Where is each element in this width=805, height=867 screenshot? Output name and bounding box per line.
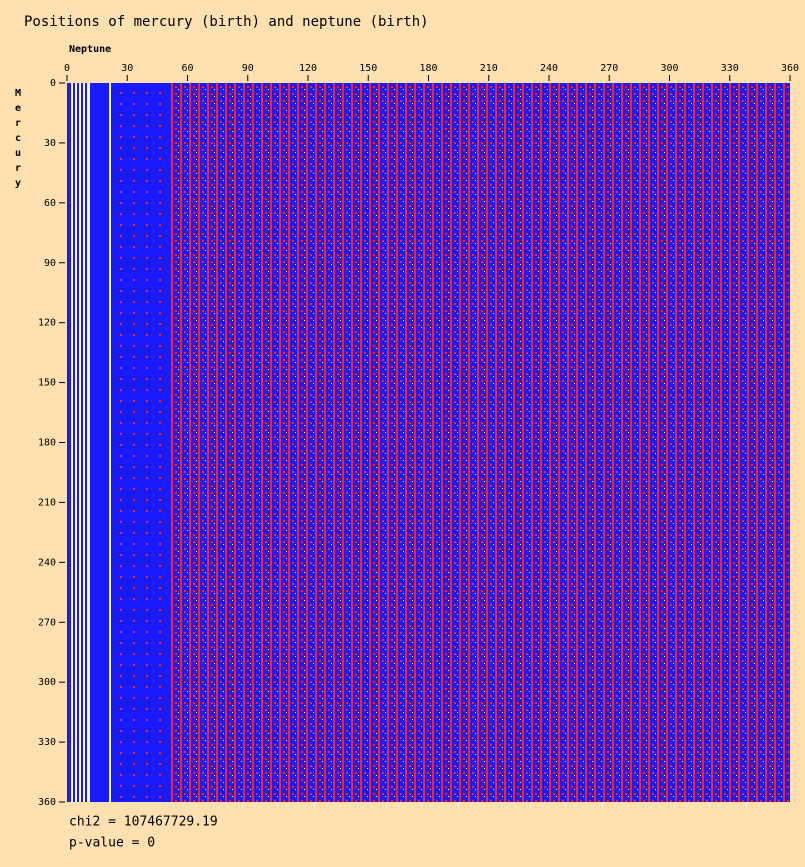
x-tick-label: 30	[121, 63, 133, 74]
y-axis-label: Mercury	[13, 88, 24, 193]
y-tick-label: 150	[38, 378, 56, 389]
x-axis-label: Neptune	[69, 44, 111, 55]
x-tick-label: 300	[660, 63, 678, 74]
y-tick-label: 0	[50, 78, 56, 89]
x-tick-label: 240	[540, 63, 558, 74]
y-tick-label: 270	[38, 617, 56, 628]
chart-title: Positions of mercury (birth) and neptune…	[24, 14, 429, 30]
x-tick-label: 360	[781, 63, 799, 74]
x-tick-label: 210	[480, 63, 498, 74]
y-tick-label: 240	[38, 557, 56, 568]
y-tick-label: 120	[38, 318, 56, 329]
x-tick-label: 90	[242, 63, 254, 74]
y-tick-label: 30	[44, 138, 56, 149]
y-tick-label: 300	[38, 677, 56, 688]
y-tick-label: 180	[38, 438, 56, 449]
x-tick-label: 150	[359, 63, 377, 74]
x-tick-label: 120	[299, 63, 317, 74]
y-tick-label: 210	[38, 497, 56, 508]
x-tick-label: 0	[64, 63, 70, 74]
x-tick-label: 270	[600, 63, 618, 74]
y-tick-label: 360	[38, 797, 56, 808]
x-tick-label: 330	[721, 63, 739, 74]
annotation: p-value = 0	[69, 836, 155, 851]
y-tick-label: 90	[44, 258, 56, 269]
y-tick-label: 60	[44, 198, 56, 209]
annotation: chi2 = 107467729.19	[69, 815, 218, 830]
plot-area	[67, 83, 790, 802]
x-tick-label: 60	[181, 63, 193, 74]
y-tick-label: 330	[38, 737, 56, 748]
x-tick-label: 180	[419, 63, 437, 74]
